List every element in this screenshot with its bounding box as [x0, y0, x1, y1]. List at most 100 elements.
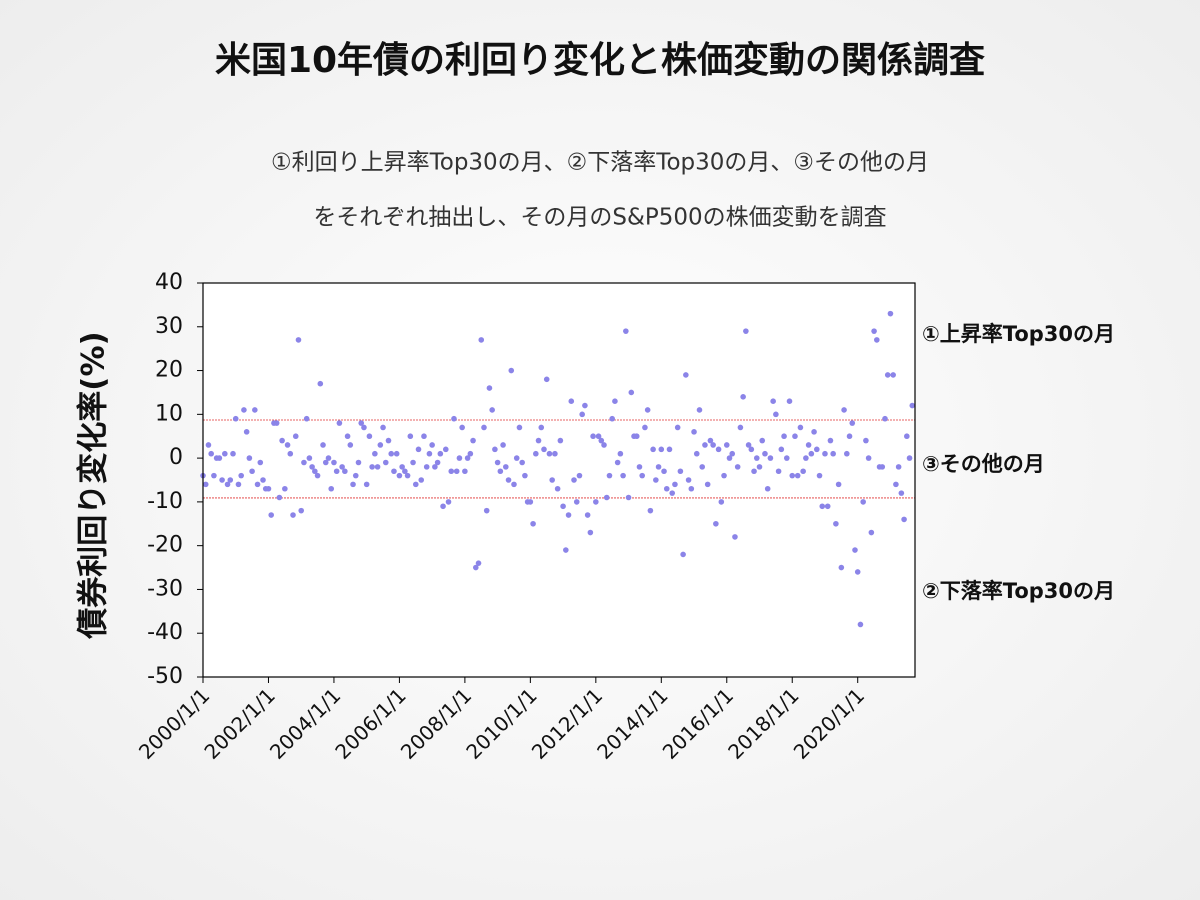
point — [252, 407, 258, 413]
point — [710, 442, 716, 448]
point — [612, 398, 618, 405]
point — [366, 433, 373, 440]
point — [593, 499, 599, 505]
point — [407, 433, 414, 440]
point — [312, 468, 318, 475]
chart-title: 米国10年債の利回り変化と株価変動の関係調査 — [215, 39, 985, 81]
point — [857, 621, 864, 628]
point — [320, 442, 326, 448]
point — [573, 499, 580, 505]
point — [429, 442, 435, 448]
point — [680, 551, 686, 558]
point — [846, 433, 853, 440]
point — [232, 415, 239, 422]
point — [535, 437, 542, 444]
point — [230, 450, 236, 457]
point — [238, 472, 244, 479]
point — [620, 472, 626, 479]
point — [582, 402, 588, 409]
point — [813, 446, 820, 453]
point — [723, 442, 730, 448]
plot-area — [203, 283, 915, 677]
point — [677, 468, 684, 475]
point — [696, 407, 703, 413]
point — [773, 411, 779, 418]
point — [481, 424, 487, 431]
point — [202, 481, 209, 488]
point — [800, 468, 806, 475]
point — [661, 468, 667, 475]
point — [257, 459, 264, 466]
point — [399, 464, 405, 470]
point — [808, 450, 815, 457]
point — [688, 485, 695, 492]
point — [762, 450, 768, 457]
point — [492, 446, 498, 453]
point — [208, 450, 214, 457]
point — [325, 455, 332, 461]
point — [412, 481, 419, 488]
annotation: ③その他の月 — [922, 452, 1045, 476]
y-tick-label: -20 — [147, 533, 183, 558]
point — [863, 437, 869, 444]
subtitle: をそれぞれ抽出し、その月のS&P500の株価変動を調査 — [313, 205, 886, 231]
plot-border — [202, 282, 916, 678]
point — [472, 564, 479, 571]
point — [854, 569, 861, 575]
point — [614, 459, 621, 466]
point — [363, 481, 370, 488]
point — [609, 415, 615, 422]
point — [451, 415, 457, 422]
point — [292, 433, 299, 440]
point — [879, 464, 886, 470]
point — [647, 507, 654, 514]
point — [909, 402, 916, 409]
point — [740, 394, 746, 400]
point — [887, 310, 894, 317]
point — [726, 455, 733, 461]
point — [467, 450, 474, 457]
point — [478, 337, 485, 343]
point — [792, 433, 798, 440]
point — [549, 477, 555, 483]
point — [287, 450, 294, 457]
point — [734, 464, 741, 470]
point — [541, 446, 547, 453]
point — [827, 437, 834, 444]
point — [838, 564, 845, 571]
point — [456, 455, 463, 461]
point — [344, 433, 351, 440]
point — [893, 481, 899, 488]
point — [650, 446, 656, 453]
point — [355, 459, 362, 466]
point — [358, 420, 365, 426]
point — [871, 328, 877, 334]
point — [906, 455, 913, 461]
point — [519, 459, 525, 466]
point — [590, 433, 596, 440]
point — [377, 442, 384, 448]
point — [625, 494, 632, 501]
point — [844, 450, 850, 457]
point — [860, 499, 866, 505]
point — [331, 459, 337, 466]
point — [898, 490, 905, 496]
point — [530, 520, 536, 527]
point — [426, 450, 433, 457]
point — [391, 468, 397, 475]
point — [246, 455, 253, 461]
point — [279, 437, 285, 444]
point — [546, 450, 553, 457]
point — [282, 485, 288, 492]
point — [655, 464, 662, 470]
point — [328, 485, 335, 492]
point — [380, 424, 386, 431]
point — [565, 512, 572, 518]
point — [756, 464, 763, 470]
point — [347, 442, 354, 448]
point — [691, 429, 697, 435]
point — [538, 424, 545, 431]
point — [459, 424, 465, 431]
point — [388, 450, 395, 457]
point — [751, 468, 757, 475]
